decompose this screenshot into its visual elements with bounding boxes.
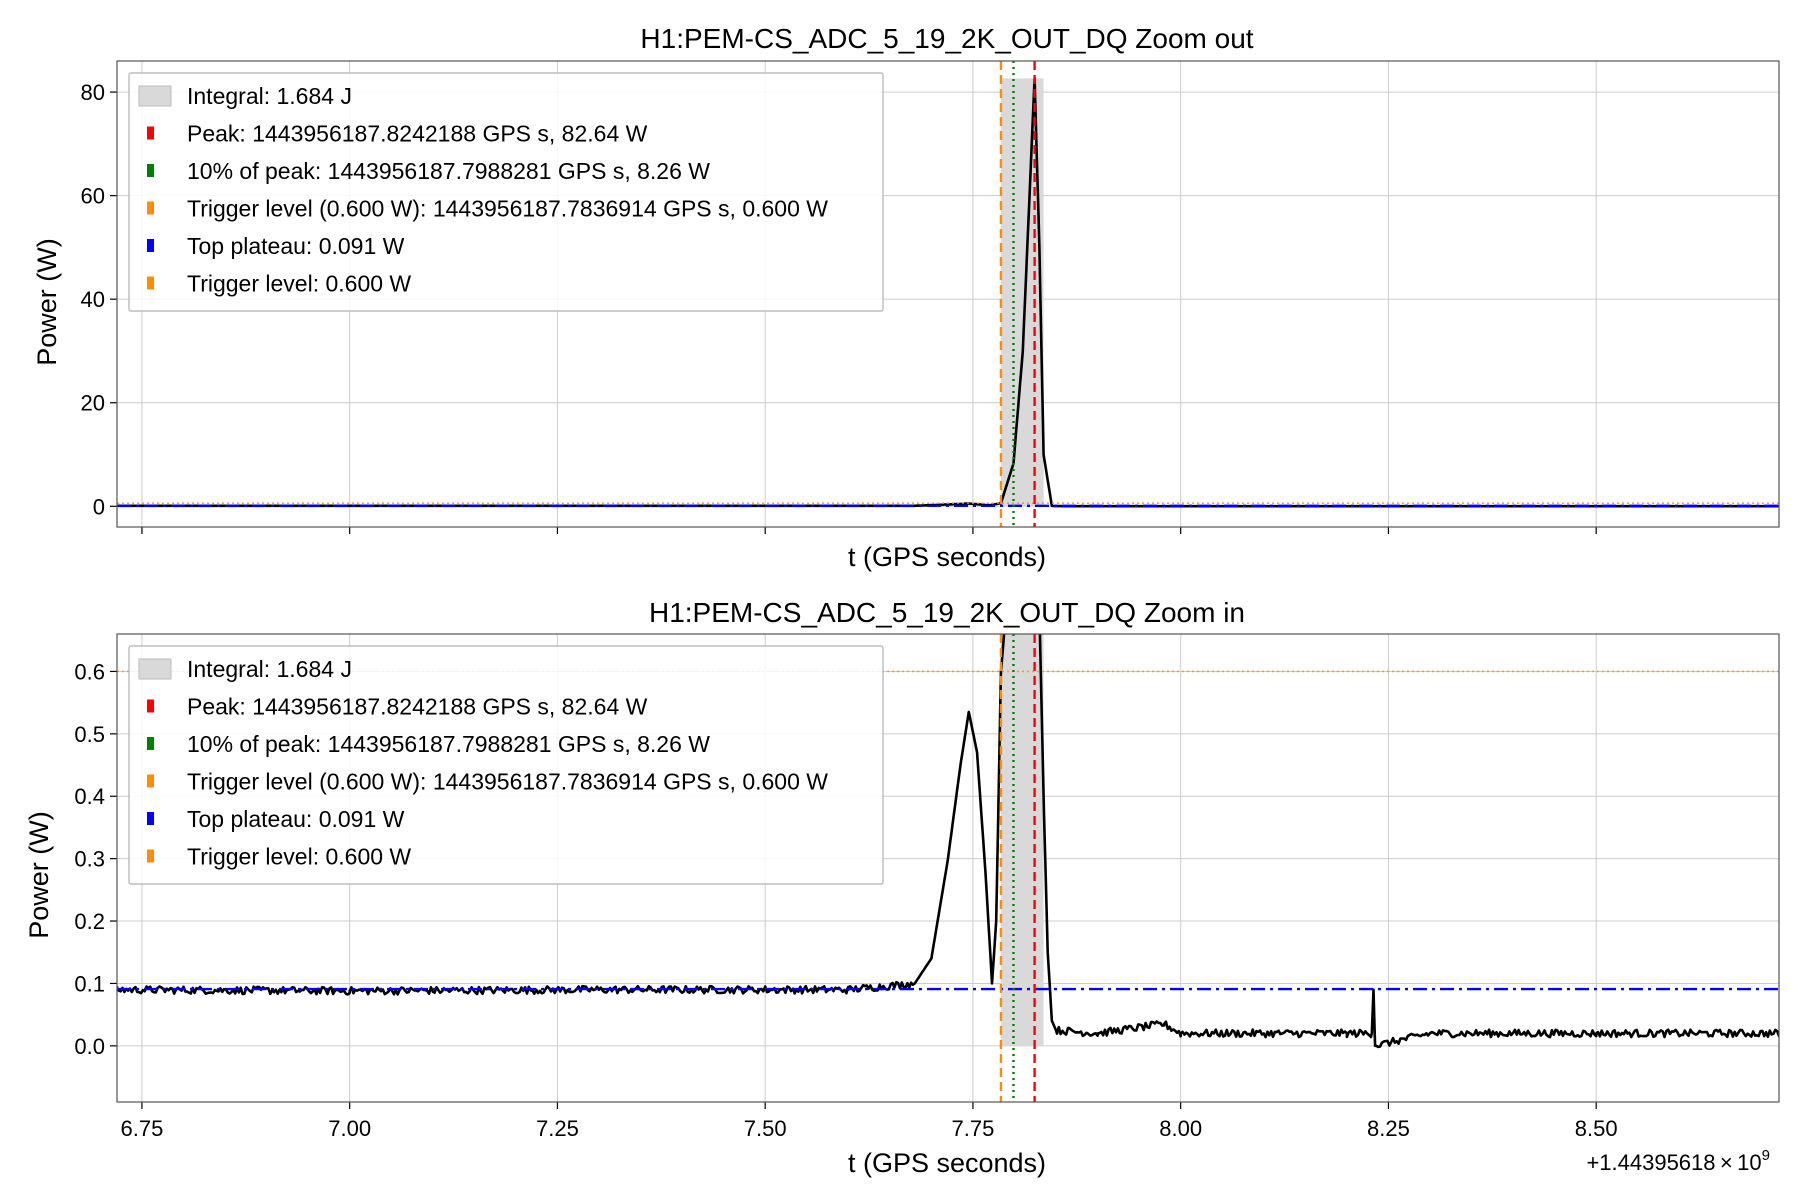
y-tick-label: 40	[81, 287, 105, 312]
legend-swatch	[147, 164, 154, 177]
legend-entry: Peak: 1443956187.8242188 GPS s, 82.64 W	[187, 121, 648, 147]
y-tick-label: 60	[81, 184, 105, 209]
plot-content	[117, 634, 1779, 1102]
top-panel-legend: Integral: 1.684 J Peak: 1443956187.824218…	[128, 72, 884, 312]
legend-swatch	[147, 276, 154, 290]
y-tick-label: 0.3	[74, 847, 105, 872]
top-panel-ticks: 0 20 40 60 80	[81, 80, 1597, 534]
bottom-panel-ticks: 6.75 7.00 7.25 7.50 7.75 8.00 8.25 8.50 0.0 0.1 0.…	[74, 659, 1617, 1141]
plot-content	[117, 61, 1779, 527]
legend-entry: Trigger level: 0.600 W	[187, 844, 411, 870]
legend-swatch-integral	[138, 85, 172, 107]
legend-entry: Trigger level: 0.600 W	[187, 271, 411, 297]
x-tick-label: 8.50	[1575, 1116, 1618, 1141]
bottom-panel-frame	[116, 633, 1780, 1103]
integral-area	[1000, 634, 1044, 1046]
y-tick-label: 0.4	[74, 784, 105, 809]
signal-line	[117, 634, 1779, 1049]
legend-entry: Top plateau: 0.091 W	[187, 233, 405, 259]
legend-entry: Integral: 1.684 J	[187, 83, 352, 109]
legend-box	[128, 72, 884, 312]
legend-entry: Trigger level (0.600 W): 1443956187.7836…	[187, 769, 828, 795]
legend-entry: Trigger level (0.600 W): 1443956187.7836…	[187, 196, 828, 222]
top-panel-plot-area	[117, 61, 1779, 527]
bottom-panel-zoom-in: H1:PEM-CS_ADC_5_19_2K_OUT_DQ Zoom in Pow…	[24, 597, 1780, 1178]
top-panel-frame	[116, 60, 1780, 528]
legend-swatch	[147, 239, 154, 252]
bottom-panel-plot-area	[117, 634, 1779, 1102]
legend-swatch	[147, 774, 154, 788]
legend-swatch	[147, 849, 154, 863]
top-panel-xlabel: t (GPS seconds)	[848, 542, 1046, 572]
x-tick-label: 7.50	[744, 1116, 787, 1141]
legend-box	[128, 645, 884, 885]
y-tick-label: 20	[81, 391, 105, 416]
legend-swatch	[147, 126, 154, 140]
y-tick-label: 0.1	[74, 971, 105, 996]
y-tick-label: 0.6	[74, 659, 105, 684]
bottom-panel-legend: Integral: 1.684 J Peak: 1443956187.824218…	[128, 645, 884, 885]
legend-swatch	[147, 812, 154, 825]
legend-swatch	[147, 201, 154, 215]
bottom-panel-title: H1:PEM-CS_ADC_5_19_2K_OUT_DQ Zoom in	[649, 597, 1245, 628]
legend-swatch	[147, 699, 154, 713]
x-tick-label: 6.75	[121, 1116, 164, 1141]
x-tick-label: 8.25	[1367, 1116, 1410, 1141]
legend-swatch-integral	[138, 658, 172, 680]
bottom-panel-ylabel: Power (W)	[24, 811, 54, 939]
y-tick-label: 0.5	[74, 722, 105, 747]
top-panel-ylabel: Power (W)	[32, 238, 62, 366]
top-panel-title: H1:PEM-CS_ADC_5_19_2K_OUT_DQ Zoom out	[640, 23, 1253, 54]
legend-swatch	[147, 737, 154, 750]
legend-entry: Peak: 1443956187.8242188 GPS s, 82.64 W	[187, 694, 648, 720]
legend-entry: 10% of peak: 1443956187.7988281 GPS s, 8…	[187, 158, 710, 184]
legend-entry: Top plateau: 0.091 W	[187, 806, 405, 832]
bottom-panel-xlabel: t (GPS seconds)	[848, 1148, 1046, 1178]
y-tick-label: 80	[81, 80, 105, 105]
x-tick-label: 7.25	[536, 1116, 579, 1141]
top-panel-zoom-out: H1:PEM-CS_ADC_5_19_2K_OUT_DQ Zoom out Po…	[32, 23, 1780, 572]
y-tick-label: 0.0	[74, 1034, 105, 1059]
legend-entry: Integral: 1.684 J	[187, 656, 352, 682]
x-offset-label: +1.44395618 × 109	[1586, 1147, 1770, 1175]
x-tick-label: 7.75	[952, 1116, 995, 1141]
bottom-panel-grid	[117, 634, 1779, 1102]
y-tick-label: 0	[93, 494, 105, 519]
x-tick-label: 7.00	[328, 1116, 371, 1141]
y-tick-label: 0.2	[74, 909, 105, 934]
legend-entry: 10% of peak: 1443956187.7988281 GPS s, 8…	[187, 731, 710, 757]
x-tick-label: 8.00	[1159, 1116, 1202, 1141]
